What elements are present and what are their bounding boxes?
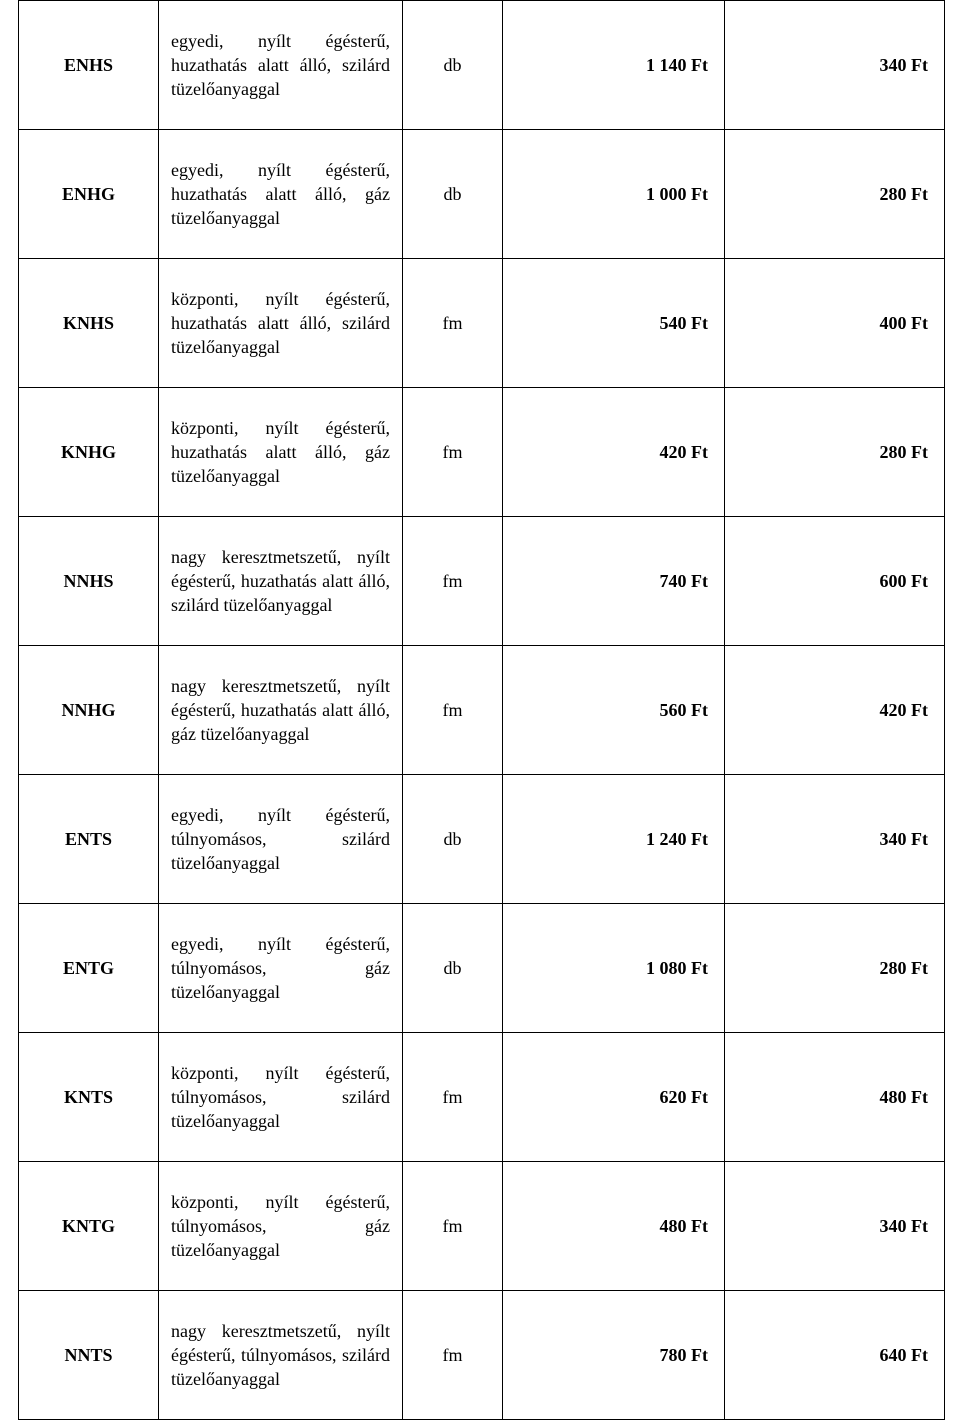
code-cell: KNTS: [19, 1087, 158, 1108]
price2-cell: 340 Ft: [725, 55, 944, 76]
description-cell: nagy keresztmetszetű, nyílt égésterű, hu…: [159, 664, 402, 757]
price1-cell: 420 Ft: [503, 442, 724, 463]
table-row: NNTSnagy keresztmetszetű, nyílt égésterű…: [19, 1291, 945, 1420]
table-row: ENTGegyedi, nyílt égésterű, túlnyomásos,…: [19, 904, 945, 1033]
unit-cell: fm: [403, 1087, 502, 1108]
unit-cell: fm: [403, 700, 502, 721]
price1-cell: 1 240 Ft: [503, 829, 724, 850]
table-row: ENHGegyedi, nyílt égésterű, huzathatás a…: [19, 130, 945, 259]
code-cell: ENHG: [19, 184, 158, 205]
unit-cell: fm: [403, 313, 502, 334]
code-cell: KNHG: [19, 442, 158, 463]
unit-cell: fm: [403, 571, 502, 592]
table-row: ENTSegyedi, nyílt égésterű, túlnyomásos,…: [19, 775, 945, 904]
unit-cell: db: [403, 184, 502, 205]
code-cell: KNHS: [19, 313, 158, 334]
description-cell: egyedi, nyílt égésterű, huzathatás alatt…: [159, 19, 402, 112]
description-cell: nagy keresztmetszetű, nyílt égésterű, hu…: [159, 535, 402, 628]
code-cell: NNHS: [19, 571, 158, 592]
price2-cell: 280 Ft: [725, 958, 944, 979]
description-cell: központi, nyílt égésterű, túlnyomásos, s…: [159, 1051, 402, 1144]
price2-cell: 640 Ft: [725, 1345, 944, 1366]
code-cell: ENTS: [19, 829, 158, 850]
unit-cell: fm: [403, 1345, 502, 1366]
pricing-table: ENHSegyedi, nyílt égésterű, huzathatás a…: [18, 0, 945, 1420]
table-row: NNHSnagy keresztmetszetű, nyílt égésterű…: [19, 517, 945, 646]
price1-cell: 740 Ft: [503, 571, 724, 592]
unit-cell: db: [403, 829, 502, 850]
price1-cell: 560 Ft: [503, 700, 724, 721]
code-cell: KNTG: [19, 1216, 158, 1237]
table-row: NNHGnagy keresztmetszetű, nyílt égésterű…: [19, 646, 945, 775]
price2-cell: 420 Ft: [725, 700, 944, 721]
price1-cell: 620 Ft: [503, 1087, 724, 1108]
table-row: KNTGközponti, nyílt égésterű, túlnyomáso…: [19, 1162, 945, 1291]
price1-cell: 1 140 Ft: [503, 55, 724, 76]
price1-cell: 1 080 Ft: [503, 958, 724, 979]
price2-cell: 280 Ft: [725, 442, 944, 463]
description-cell: egyedi, nyílt égésterű, túlnyomásos, szi…: [159, 793, 402, 886]
unit-cell: db: [403, 958, 502, 979]
unit-cell: fm: [403, 1216, 502, 1237]
description-cell: központi, nyílt égésterű, túlnyomásos, g…: [159, 1180, 402, 1273]
price1-cell: 1 000 Ft: [503, 184, 724, 205]
code-cell: NNHG: [19, 700, 158, 721]
unit-cell: db: [403, 55, 502, 76]
price2-cell: 340 Ft: [725, 1216, 944, 1237]
price2-cell: 400 Ft: [725, 313, 944, 334]
table-row: KNHSközponti, nyílt égésterű, huzathatás…: [19, 259, 945, 388]
description-cell: központi, nyílt égésterű, huzathatás ala…: [159, 277, 402, 370]
price1-cell: 540 Ft: [503, 313, 724, 334]
price2-cell: 340 Ft: [725, 829, 944, 850]
code-cell: ENHS: [19, 55, 158, 76]
price1-cell: 480 Ft: [503, 1216, 724, 1237]
description-cell: egyedi, nyílt égésterű, túlnyomásos, gáz…: [159, 922, 402, 1015]
unit-cell: fm: [403, 442, 502, 463]
code-cell: NNTS: [19, 1345, 158, 1366]
price2-cell: 600 Ft: [725, 571, 944, 592]
description-cell: egyedi, nyílt égésterű, huzathatás alatt…: [159, 148, 402, 241]
table-row: KNHGközponti, nyílt égésterű, huzathatás…: [19, 388, 945, 517]
price2-cell: 480 Ft: [725, 1087, 944, 1108]
price2-cell: 280 Ft: [725, 184, 944, 205]
price1-cell: 780 Ft: [503, 1345, 724, 1366]
description-cell: központi, nyílt égésterű, huzathatás ala…: [159, 406, 402, 499]
table-row: KNTSközponti, nyílt égésterű, túlnyomáso…: [19, 1033, 945, 1162]
table-row: ENHSegyedi, nyílt égésterű, huzathatás a…: [19, 1, 945, 130]
code-cell: ENTG: [19, 958, 158, 979]
description-cell: nagy keresztmetszetű, nyílt égésterű, tú…: [159, 1309, 402, 1402]
